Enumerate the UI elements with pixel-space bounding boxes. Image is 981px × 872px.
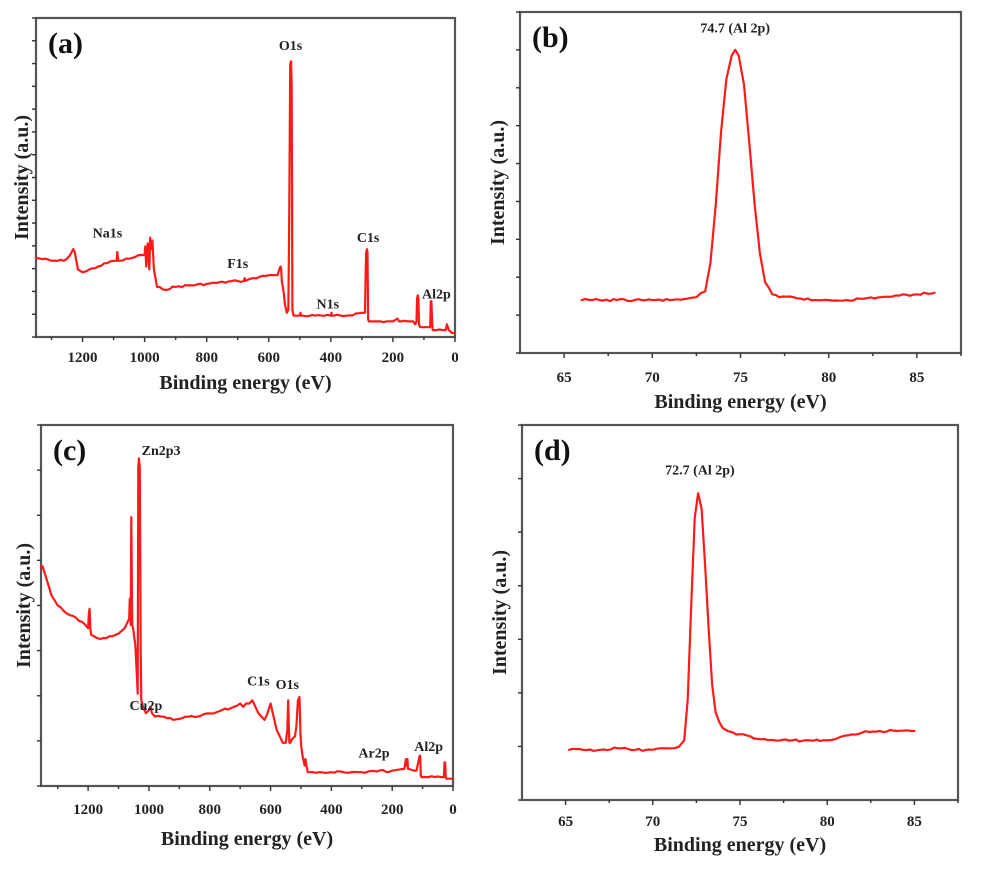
peak-annotation: O1s xyxy=(276,678,300,693)
panel-label: (d) xyxy=(534,434,571,467)
x-tick-label: 85 xyxy=(909,370,924,386)
y-axis-label: Intensity (a.u.) xyxy=(489,550,511,675)
x-tick-label: 1000 xyxy=(130,350,160,366)
x-tick-label: 1200 xyxy=(68,350,98,366)
x-tick-label: 65 xyxy=(558,814,573,830)
x-tick-label: 80 xyxy=(820,814,835,830)
plot-frame xyxy=(39,423,455,788)
x-tick-label: 800 xyxy=(199,802,222,818)
panel-b: 65 70 75 80 85 Binding energy (eV) Intensity (… xyxy=(487,10,963,413)
x-tick-label: 200 xyxy=(381,802,404,818)
peak-annotation: Na1s xyxy=(93,227,123,242)
y-axis-label: Intensity (a.u.) xyxy=(13,543,35,668)
spectrum-line-survey-c xyxy=(39,457,455,780)
panel-a: 1200 1000 800 600 400 200 0 Binding energy (eV)… xyxy=(11,16,459,394)
x-tick-label: 400 xyxy=(320,350,343,366)
x-axis-label: Binding energy (eV) xyxy=(654,834,826,856)
y-axis-label: Intensity (a.u.) xyxy=(11,115,33,240)
peak-annotation: Zn2p3 xyxy=(142,444,181,459)
panel-d: 65 70 75 80 85 Binding energy (eV) Intensity (… xyxy=(489,423,960,856)
peak-annotation: F1s xyxy=(227,257,249,272)
peak-annotation: Cu2p xyxy=(130,699,163,714)
x-tick-label: 600 xyxy=(258,350,281,366)
x-tick-label: 400 xyxy=(320,802,343,818)
x-tick-label: 600 xyxy=(259,802,282,818)
x-tick-label: 85 xyxy=(907,814,922,830)
panel-label: (b) xyxy=(532,21,569,54)
peak-annotation: O1s xyxy=(279,39,303,54)
panel-label: (c) xyxy=(53,434,86,467)
x-tick-label: 70 xyxy=(645,814,660,830)
x-tick-label: 800 xyxy=(195,350,218,366)
x-tick-label: 0 xyxy=(451,350,459,366)
peak-annotation: Al2p xyxy=(414,740,443,755)
spectrum-line-survey-a xyxy=(34,60,457,335)
x-tick-label: 0 xyxy=(449,802,457,818)
x-tick-label: 65 xyxy=(557,370,572,386)
peak-annotation: 72.7 (Al 2p) xyxy=(665,463,735,478)
x-tick-label: 1000 xyxy=(134,802,164,818)
x-tick-label: 75 xyxy=(733,814,748,830)
y-axis-label: Intensity (a.u.) xyxy=(487,120,509,245)
x-tick-label: 200 xyxy=(382,350,405,366)
panel-c: 1200 1000 800 600 400 200 0 Binding energy (eV)… xyxy=(13,423,457,850)
spectrum-line-Al2p-b xyxy=(580,48,936,303)
peak-annotation: Ar2p xyxy=(358,746,389,761)
x-tick-label: 1200 xyxy=(73,802,103,818)
peak-annotation: C1s xyxy=(357,231,380,246)
spectrum-line-Al2p-d xyxy=(568,492,916,752)
peak-annotation: Al2p xyxy=(422,287,451,302)
panel-label: (a) xyxy=(48,27,83,60)
x-tick-label: 80 xyxy=(821,370,836,386)
peak-annotation: C1s xyxy=(247,675,270,690)
peak-annotation: N1s xyxy=(316,297,339,312)
x-axis-label: Binding energy (eV) xyxy=(161,828,333,850)
x-tick-label: 70 xyxy=(645,370,660,386)
plot-frame xyxy=(520,423,960,802)
plot-frame xyxy=(34,16,457,339)
x-tick-label: 75 xyxy=(733,370,748,386)
x-axis-label: Binding energy (eV) xyxy=(654,391,826,413)
peak-annotation: 74.7 (Al 2p) xyxy=(700,21,770,36)
x-axis-label: Binding energy (eV) xyxy=(159,372,331,394)
